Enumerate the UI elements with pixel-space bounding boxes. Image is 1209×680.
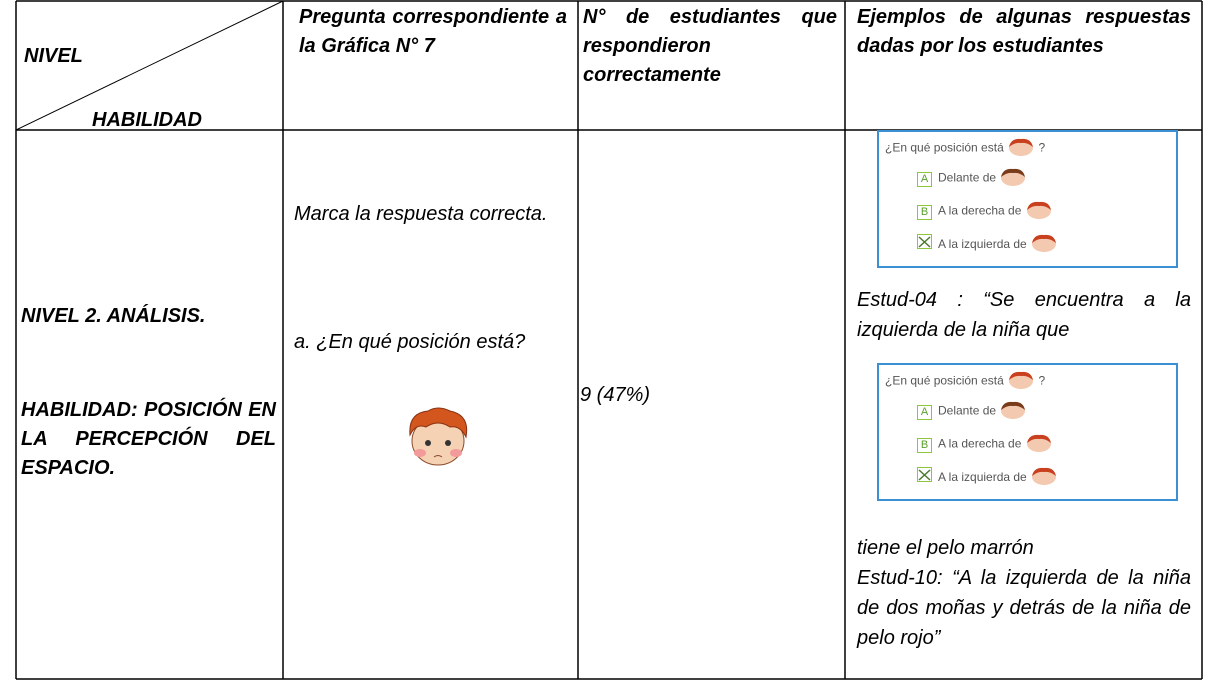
- option-text: A la derecha de: [938, 436, 1022, 451]
- example-image: ¿En qué posición está ? A Delante de B A la…: [877, 363, 1178, 501]
- row-level: NIVEL 2. ANÁLISIS.: [21, 305, 206, 327]
- quiz-option: A la izquierda de: [917, 467, 1058, 488]
- header-level: NIVEL: [24, 45, 83, 67]
- face-icon: [1030, 234, 1058, 255]
- quiz-option: A la izquierda de: [917, 234, 1058, 255]
- face-icon: [1025, 201, 1053, 222]
- option-letter: B: [917, 437, 932, 453]
- header-question: Pregunta correspondiente a la Gráfica N°…: [299, 6, 567, 57]
- option-text: A la izquierda de: [938, 237, 1027, 251]
- quiz-question-text: ¿En qué posición está: [885, 140, 1004, 155]
- header-skill: HABILIDAD: [92, 109, 202, 131]
- response: tiene el pelo marrón: [857, 537, 1034, 559]
- quiz-question-text: ¿En qué posición está: [885, 373, 1004, 388]
- boy-face-icon: [409, 407, 468, 466]
- example-image: ¿En qué posición está ? A Delante de B A la…: [877, 130, 1178, 268]
- option-checkmark: [917, 467, 932, 482]
- face-icon: [999, 401, 1027, 422]
- header-examples: Ejemplos de algunas respuestas dadas por…: [857, 6, 1191, 57]
- row-question: a. ¿En qué posición está?: [294, 331, 526, 353]
- option-text: A la derecha de: [938, 203, 1022, 218]
- response: Estud-04 : “Se encuentra a la izquierda …: [857, 289, 1191, 341]
- row-instruction: Marca la respuesta correcta.: [294, 203, 548, 225]
- row-skill: HABILIDAD: POSICIÓN EN LA PERCEPCIÓN DEL…: [21, 399, 276, 479]
- header-count: N° de estudiantes que respondieron corre…: [583, 6, 837, 86]
- quiz-option: A Delante de: [917, 168, 1027, 189]
- response: Estud-10: “A la izquierda de la niña de …: [857, 567, 1191, 649]
- option-letter: A: [917, 171, 932, 187]
- face-icon: [999, 168, 1027, 189]
- quiz-question-mark: ?: [1038, 373, 1046, 388]
- quiz-option: B A la derecha de: [917, 434, 1053, 455]
- quiz-option: A Delante de: [917, 401, 1027, 422]
- row-count: 9 (47%): [580, 384, 651, 406]
- option-text: A la izquierda de: [938, 470, 1027, 484]
- option-text: Delante de: [938, 170, 997, 185]
- option-letter: B: [917, 204, 932, 220]
- option-checkmark: [917, 234, 932, 249]
- face-icon: [1007, 371, 1035, 392]
- quiz-option: B A la derecha de: [917, 201, 1053, 222]
- quiz-question-mark: ?: [1038, 140, 1046, 155]
- option-text: Delante de: [938, 403, 997, 418]
- quiz-question: ¿En qué posición está ?: [885, 138, 1045, 159]
- face-icon: [1030, 467, 1058, 488]
- face-icon: [1007, 138, 1035, 159]
- quiz-question: ¿En qué posición está ?: [885, 371, 1045, 392]
- face-icon: [1025, 434, 1053, 455]
- option-letter: A: [917, 404, 932, 420]
